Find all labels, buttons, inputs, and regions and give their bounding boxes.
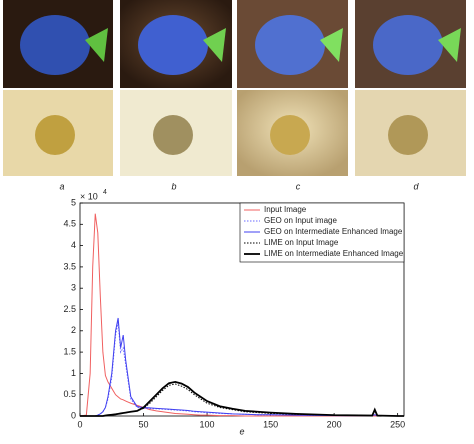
panel-label: e xyxy=(239,426,244,436)
y-scale-base: × 10 xyxy=(80,191,98,201)
panel-label: b xyxy=(171,181,176,191)
x-tick-label: 200 xyxy=(327,419,342,429)
x-tick-label: 100 xyxy=(200,419,215,429)
x-tick-label: 250 xyxy=(390,419,405,429)
y-tick-label: 3 xyxy=(71,283,76,293)
series-line xyxy=(80,317,404,417)
y-scale-exponent: 4 xyxy=(103,189,107,196)
y-tick-label: 0.5 xyxy=(63,389,76,399)
y-tick-label: 1 xyxy=(71,368,76,378)
photo-b xyxy=(120,0,232,176)
y-tick-label: 5 xyxy=(71,197,76,207)
x-tick-label: 150 xyxy=(263,419,278,429)
photo-grid xyxy=(3,0,466,176)
y-tick-label: 3.5 xyxy=(63,261,76,271)
legend-label: GEO on Input image xyxy=(264,216,337,225)
x-tick-label: 0 xyxy=(77,419,82,429)
legend-label: LIME on Input Image xyxy=(264,238,339,247)
legend-label: GEO on Intermediate Enhanced Image xyxy=(264,227,403,236)
legend-label: LIME on Intermediate Enhanced Image xyxy=(264,249,404,258)
y-tick-label: 4.5 xyxy=(63,219,76,229)
y-tick-label: 4 xyxy=(71,240,76,250)
photo-c xyxy=(237,0,348,176)
panel-label: d xyxy=(413,181,419,191)
panel-label: c xyxy=(296,181,301,191)
legend-box xyxy=(239,202,405,263)
series-line xyxy=(79,213,404,417)
x-tick-label: 50 xyxy=(139,419,149,429)
series-line xyxy=(80,380,404,417)
panel-label: a xyxy=(59,181,64,191)
photo-d xyxy=(355,0,466,176)
y-tick-label: 1.5 xyxy=(63,346,76,356)
y-tick-label: 2 xyxy=(71,325,76,335)
legend-label: Input Image xyxy=(264,205,307,214)
y-tick-label: 0 xyxy=(71,410,76,420)
photo-a xyxy=(3,0,113,176)
y-tick-label: 2.5 xyxy=(63,304,76,314)
